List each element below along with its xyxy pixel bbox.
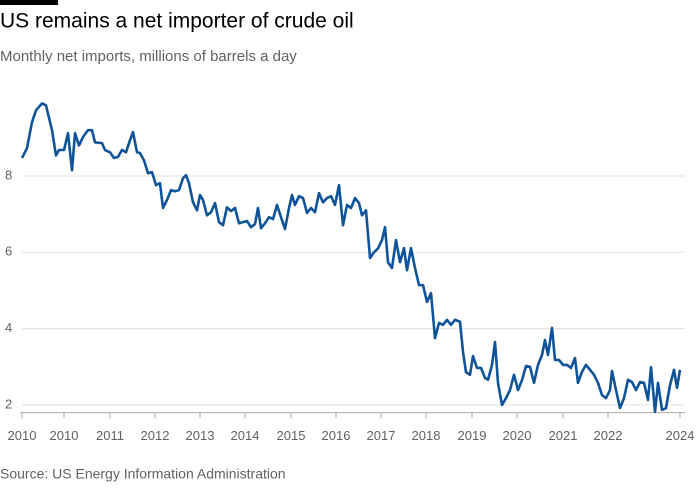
x-tick-label: 2010: [8, 428, 37, 443]
x-tick-label: 2014: [231, 428, 260, 443]
data-line: [20, 102, 682, 414]
x-tick-label: 2011: [96, 428, 124, 443]
x-tick-label: 2021: [549, 428, 578, 443]
x-tick-label: 2013: [186, 428, 215, 443]
x-tick-label: 2022: [594, 428, 623, 443]
y-tick-label: 6: [5, 244, 12, 259]
x-tick-label: 2018: [412, 428, 441, 443]
source-note: Source: US Energy Information Administra…: [0, 466, 286, 482]
y-tick-label: 2: [5, 396, 12, 411]
brand-bar: [0, 0, 58, 5]
x-tick-label: 2015: [277, 428, 306, 443]
x-tick-label: 2016: [322, 428, 351, 443]
x-tick-label: 2012: [141, 428, 170, 443]
x-tick-label: 2020: [503, 428, 532, 443]
x-tick-label: 2017: [367, 428, 396, 443]
x-tick-label: 2010: [50, 428, 79, 443]
x-tick-label: 2024: [666, 428, 695, 443]
chart-subtitle: Monthly net imports, millions of barrels…: [0, 48, 297, 65]
chart-title: US remains a net importer of crude oil: [0, 10, 354, 33]
y-tick-label: 8: [5, 167, 12, 182]
y-tick-label: 4: [5, 320, 12, 335]
x-tick-label: 2019: [458, 428, 487, 443]
